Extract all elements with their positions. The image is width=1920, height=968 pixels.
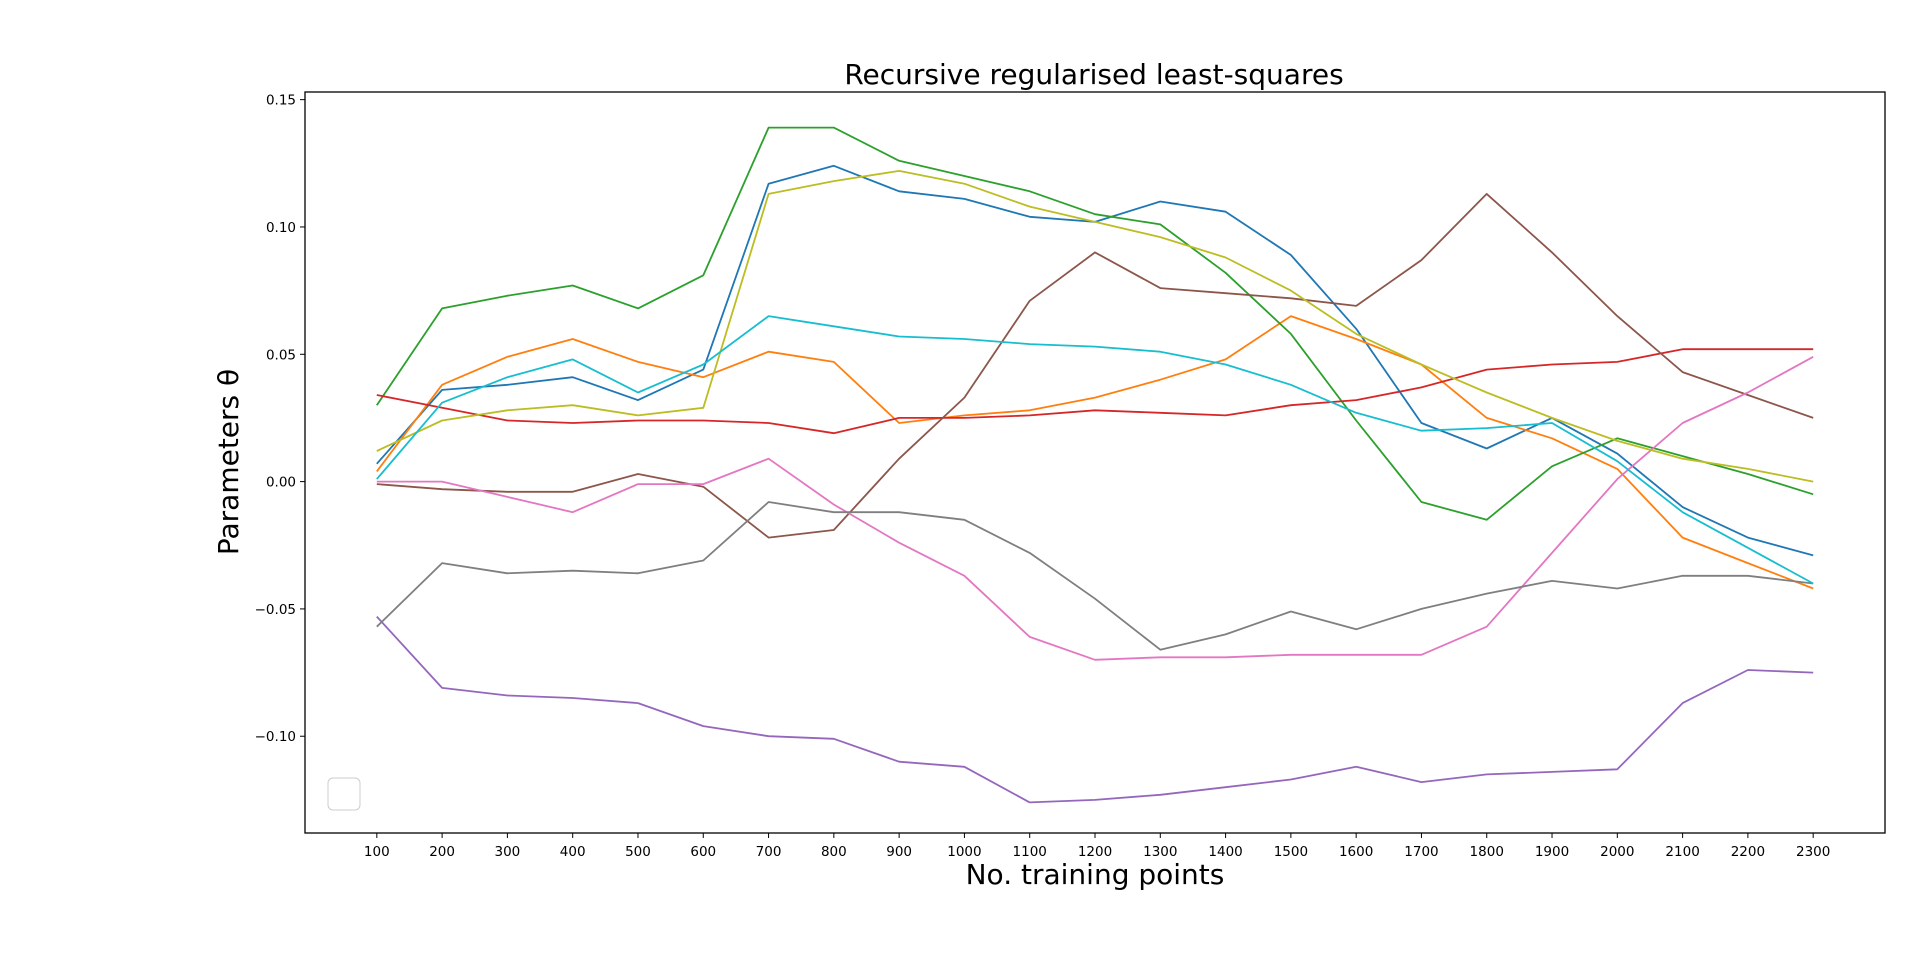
series-line-8 — [376, 501, 1814, 651]
series-line-5 — [376, 615, 1814, 804]
y-tick-label: 0.05 — [266, 347, 296, 363]
x-tick-label: 1400 — [1208, 844, 1242, 860]
y-axis-title: Parameters θ — [212, 369, 245, 555]
x-tick-label: 1000 — [947, 844, 981, 860]
x-tick-label: 1200 — [1078, 844, 1112, 860]
x-axis-title: No. training points — [966, 858, 1225, 891]
plot-area — [304, 91, 1886, 834]
y-tick-label: −0.10 — [255, 729, 296, 745]
x-tick-label: 1100 — [1013, 844, 1047, 860]
series-group — [376, 126, 1814, 804]
series-line-6 — [376, 192, 1814, 539]
series-line-9 — [376, 169, 1814, 483]
chart-title: Recursive regularised least-squares — [844, 58, 1343, 91]
x-tick-label: 2000 — [1600, 844, 1634, 860]
series-line-4 — [376, 348, 1814, 435]
series-line-3 — [376, 126, 1814, 521]
x-tick-label: 1700 — [1404, 844, 1438, 860]
x-tick-label: 2200 — [1731, 844, 1765, 860]
x-tick-label: 800 — [821, 844, 847, 860]
x-tick-label: 600 — [690, 844, 716, 860]
y-axis: −0.10 −0.05 0.00 0.05 0.10 0.15 — [255, 93, 305, 745]
y-tick-label: 0.10 — [266, 220, 296, 236]
series-line-7 — [376, 356, 1814, 661]
x-tick-label: 2100 — [1665, 844, 1699, 860]
x-tick-label: 1600 — [1339, 844, 1373, 860]
y-tick-label: −0.05 — [255, 602, 296, 618]
x-tick-label: 200 — [429, 844, 455, 860]
x-tick-label: 100 — [364, 844, 390, 860]
x-tick-label: 2300 — [1796, 844, 1830, 860]
series-line-1 — [376, 164, 1814, 557]
x-tick-label: 500 — [625, 844, 651, 860]
x-tick-label: 300 — [495, 844, 521, 860]
x-tick-label: 1300 — [1143, 844, 1177, 860]
series-line-2 — [376, 315, 1814, 590]
legend-box — [327, 777, 361, 811]
x-tick-label: 900 — [886, 844, 912, 860]
x-tick-label: 400 — [560, 844, 586, 860]
x-tick-label: 700 — [756, 844, 782, 860]
y-tick-label: 0.00 — [266, 475, 296, 491]
series-line-10 — [376, 315, 1814, 585]
x-tick-label: 1800 — [1470, 844, 1504, 860]
x-tick-label: 1500 — [1274, 844, 1308, 860]
x-axis: 100 200 300 400 500 600 700 800 900 1000 1100 1200 1… — [364, 833, 1830, 860]
x-tick-label: 1900 — [1535, 844, 1569, 860]
plot-frame — [304, 91, 1886, 834]
y-tick-label: 0.15 — [266, 93, 296, 109]
